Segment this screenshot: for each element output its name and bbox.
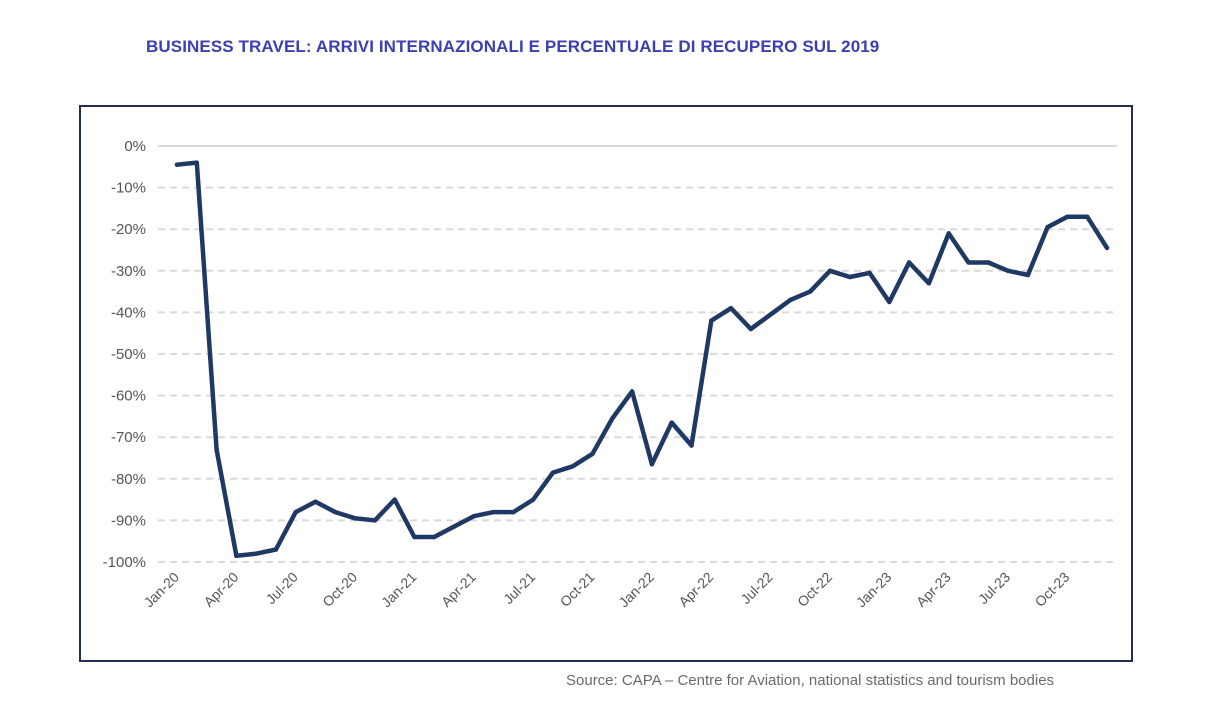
x-tick-label: Apr-21 (438, 569, 479, 610)
y-tick-label: -10% (111, 180, 146, 197)
y-tick-label: -40% (111, 304, 146, 321)
data-point (1005, 268, 1011, 273)
x-tick-label: Jan-20 (141, 569, 183, 611)
x-tick-label: Oct-20 (319, 569, 360, 610)
data-point (451, 524, 457, 529)
data-point (986, 260, 991, 265)
series-line (174, 160, 1110, 559)
x-tick-label: Jan-22 (615, 569, 657, 611)
data-point (887, 299, 892, 305)
data-point (550, 470, 556, 475)
data-point (530, 497, 536, 502)
x-tick-label: Apr-23 (913, 569, 954, 610)
data-point (709, 318, 714, 323)
y-tick-label: -70% (111, 429, 146, 446)
data-point (313, 499, 318, 504)
data-point (194, 160, 199, 165)
data-point (867, 270, 872, 276)
data-point (511, 509, 516, 515)
data-point (1104, 245, 1110, 251)
chart-frame (79, 105, 1133, 662)
data-point (392, 497, 397, 502)
data-point (214, 447, 219, 452)
y-tick-label: -90% (111, 512, 146, 529)
data-point (1065, 214, 1070, 219)
y-tick-label: -60% (111, 388, 146, 405)
data-point (827, 268, 833, 273)
chart-title: BUSINESS TRAVEL: ARRIVI INTERNAZIONALI E… (146, 37, 880, 56)
data-point (926, 281, 932, 286)
x-tick-label: Jul-21 (500, 569, 538, 607)
x-tick-label: Oct-22 (794, 569, 835, 610)
x-tick-label: Jul-23 (975, 569, 1013, 607)
data-point (649, 462, 655, 467)
data-point (590, 451, 595, 457)
y-tick-label: -100% (103, 554, 146, 571)
x-tick-label: Jul-22 (737, 569, 775, 607)
data-point (669, 420, 674, 425)
data-point (788, 297, 793, 303)
data-point (1045, 224, 1050, 230)
data-point (234, 553, 239, 558)
data-point (1025, 272, 1031, 278)
data-point (491, 509, 496, 515)
data-point (273, 547, 279, 552)
data-point (966, 260, 971, 265)
data-point (432, 534, 437, 540)
data-point (333, 509, 338, 515)
x-tick-label: Oct-21 (557, 569, 598, 610)
data-point (768, 312, 773, 317)
x-tick-label: Jan-23 (853, 569, 895, 611)
data-point (728, 306, 734, 311)
source-note: Source: CAPA – Centre for Aviation, nati… (566, 672, 1055, 689)
data-point (293, 509, 298, 515)
x-tick-label: Apr-22 (675, 569, 716, 610)
y-tick-label: -20% (111, 221, 146, 238)
data-point (352, 516, 358, 521)
y-tick-label: 0% (124, 138, 146, 155)
data-point (847, 274, 852, 280)
x-tick-label: Jul-20 (263, 569, 301, 607)
data-point (1085, 214, 1090, 219)
data-point (689, 443, 694, 448)
data-point (629, 389, 635, 394)
data-point (174, 162, 180, 167)
data-point (610, 416, 615, 421)
data-point (807, 289, 813, 294)
data-point (946, 231, 951, 236)
data-point (570, 464, 575, 469)
y-tick-label: -50% (111, 346, 146, 363)
data-point (412, 534, 417, 540)
y-tick-label: -30% (111, 263, 146, 280)
x-tick-label: Jan-21 (378, 569, 420, 611)
x-tick-label: Apr-20 (200, 569, 241, 610)
data-point (906, 260, 912, 265)
x-tick-label: Oct-23 (1032, 569, 1073, 610)
data-point (372, 518, 378, 523)
data-point (471, 514, 477, 519)
y-tick-label: -80% (111, 471, 146, 488)
data-point (748, 326, 754, 332)
data-point (253, 551, 259, 556)
